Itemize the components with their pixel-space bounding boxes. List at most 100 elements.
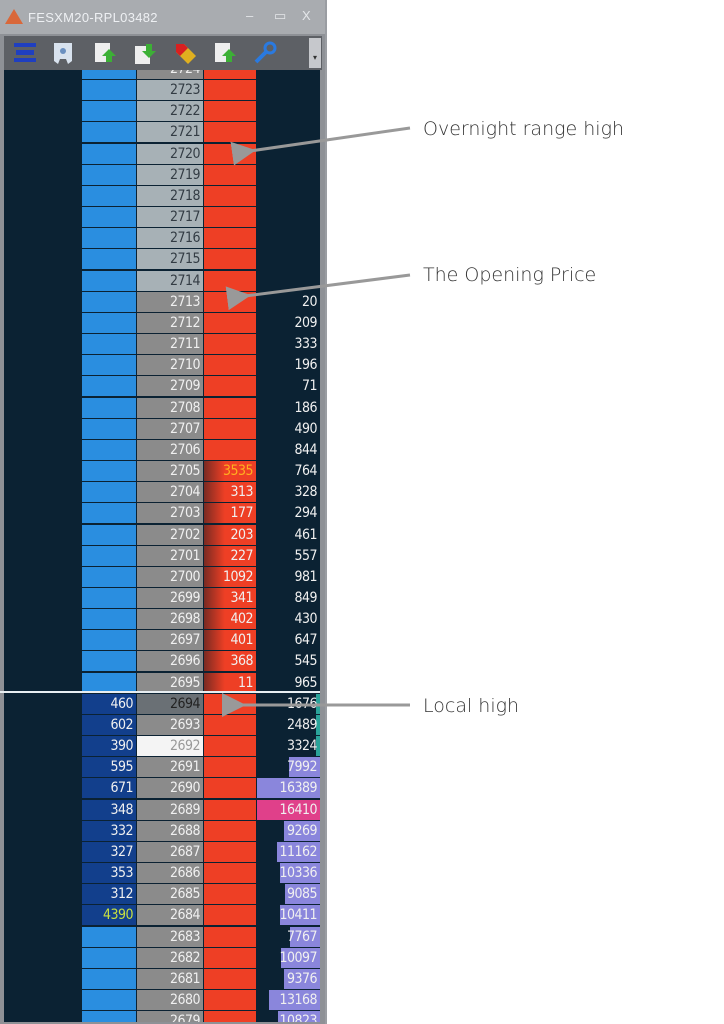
price-cell[interactable]: 2699 [137, 588, 203, 608]
price-cell[interactable]: 2681 [137, 968, 203, 989]
price-cell[interactable]: 2700 [137, 566, 203, 587]
price-cell[interactable]: 2709 [137, 376, 203, 397]
bid-cell[interactable] [82, 101, 136, 122]
ask-cell[interactable] [204, 968, 256, 989]
bid-cell[interactable]: 602 [82, 714, 136, 735]
ask-cell[interactable]: 11 [204, 672, 256, 693]
price-cell[interactable]: 2696 [137, 651, 203, 672]
price-cell[interactable]: 2714 [137, 270, 203, 291]
bid-cell[interactable] [82, 947, 136, 968]
price-cell[interactable]: 2723 [137, 80, 203, 101]
bid-cell[interactable] [82, 672, 136, 693]
ask-cell[interactable] [204, 164, 256, 185]
bid-cell[interactable] [82, 926, 136, 947]
price-cell[interactable]: 2692 [137, 736, 203, 757]
ask-cell[interactable] [204, 122, 256, 143]
price-cell[interactable]: 2706 [137, 439, 203, 460]
bid-cell[interactable] [82, 482, 136, 503]
wrench-icon[interactable] [252, 40, 278, 66]
bid-cell[interactable] [82, 376, 136, 397]
maximize-button[interactable]: ▭ [274, 8, 287, 23]
ask-cell[interactable] [204, 1011, 256, 1022]
bid-cell[interactable] [82, 80, 136, 101]
price-cell[interactable]: 2722 [137, 101, 203, 122]
ask-cell[interactable] [204, 418, 256, 439]
bid-cell[interactable]: 460 [82, 693, 136, 714]
ask-cell[interactable] [204, 905, 256, 926]
price-cell[interactable]: 2687 [137, 841, 203, 862]
price-cell[interactable]: 2695 [137, 672, 203, 693]
price-cell[interactable]: 2698 [137, 609, 203, 630]
bid-cell[interactable]: 671 [82, 778, 136, 799]
ask-cell[interactable]: 1092 [204, 566, 256, 587]
bid-cell[interactable] [82, 143, 136, 164]
price-cell[interactable]: 2720 [137, 143, 203, 164]
bid-cell[interactable] [82, 503, 136, 524]
ask-cell[interactable] [204, 70, 256, 79]
price-cell[interactable]: 2697 [137, 630, 203, 651]
price-cell[interactable]: 2702 [137, 524, 203, 545]
ask-cell[interactable] [204, 312, 256, 333]
ask-cell[interactable] [204, 270, 256, 291]
export-up-icon[interactable] [92, 40, 118, 66]
price-cell[interactable]: 2716 [137, 228, 203, 249]
ask-cell[interactable] [204, 334, 256, 355]
bid-cell[interactable] [82, 312, 136, 333]
ask-cell[interactable]: 227 [204, 545, 256, 566]
price-cell[interactable]: 2712 [137, 312, 203, 333]
ask-cell[interactable] [204, 884, 256, 905]
bid-cell[interactable] [82, 334, 136, 355]
bid-cell[interactable] [82, 566, 136, 587]
bid-cell[interactable]: 332 [82, 820, 136, 841]
ask-cell[interactable] [204, 926, 256, 947]
bid-cell[interactable]: 312 [82, 884, 136, 905]
price-cell[interactable]: 2680 [137, 990, 203, 1011]
bid-cell[interactable] [82, 164, 136, 185]
bid-cell[interactable] [82, 291, 136, 312]
price-cell[interactable]: 2679 [137, 1011, 203, 1022]
ask-cell[interactable] [204, 439, 256, 460]
price-cell[interactable]: 2704 [137, 482, 203, 503]
price-cell[interactable]: 2701 [137, 545, 203, 566]
price-cell[interactable]: 2689 [137, 799, 203, 820]
bid-cell[interactable]: 4390 [82, 905, 136, 926]
layers-icon[interactable] [12, 40, 38, 66]
bid-cell[interactable] [82, 418, 136, 439]
price-cell[interactable]: 2688 [137, 820, 203, 841]
ask-cell[interactable] [204, 820, 256, 841]
ask-cell[interactable]: 401 [204, 630, 256, 651]
bid-cell[interactable]: 348 [82, 799, 136, 820]
price-cell[interactable]: 2705 [137, 461, 203, 482]
ask-cell[interactable]: 177 [204, 503, 256, 524]
ask-cell[interactable] [204, 736, 256, 757]
ask-cell[interactable] [204, 376, 256, 397]
bid-cell[interactable] [82, 122, 136, 143]
ask-cell[interactable] [204, 101, 256, 122]
price-cell[interactable]: 2713 [137, 291, 203, 312]
price-cell[interactable]: 2717 [137, 207, 203, 228]
price-cell[interactable]: 2708 [137, 397, 203, 418]
ask-cell[interactable] [204, 863, 256, 884]
ask-cell[interactable] [204, 397, 256, 418]
bid-cell[interactable] [82, 228, 136, 249]
price-cell[interactable]: 2690 [137, 778, 203, 799]
price-cell[interactable]: 2721 [137, 122, 203, 143]
bid-cell[interactable] [82, 630, 136, 651]
bid-cell[interactable]: 353 [82, 863, 136, 884]
price-cell[interactable]: 2683 [137, 926, 203, 947]
ask-cell[interactable] [204, 249, 256, 270]
ask-cell[interactable]: 203 [204, 524, 256, 545]
price-cell[interactable]: 2718 [137, 185, 203, 206]
price-cell[interactable]: 2710 [137, 355, 203, 376]
bid-cell[interactable] [82, 1011, 136, 1022]
ask-cell[interactable]: 368 [204, 651, 256, 672]
ask-cell[interactable] [204, 799, 256, 820]
ask-cell[interactable] [204, 207, 256, 228]
ask-cell[interactable] [204, 990, 256, 1011]
minimize-button[interactable]: – [246, 8, 254, 23]
bid-cell[interactable] [82, 397, 136, 418]
price-cell[interactable]: 2703 [137, 503, 203, 524]
price-cell[interactable]: 2686 [137, 863, 203, 884]
ask-cell[interactable] [204, 355, 256, 376]
close-button[interactable]: X [302, 8, 311, 23]
